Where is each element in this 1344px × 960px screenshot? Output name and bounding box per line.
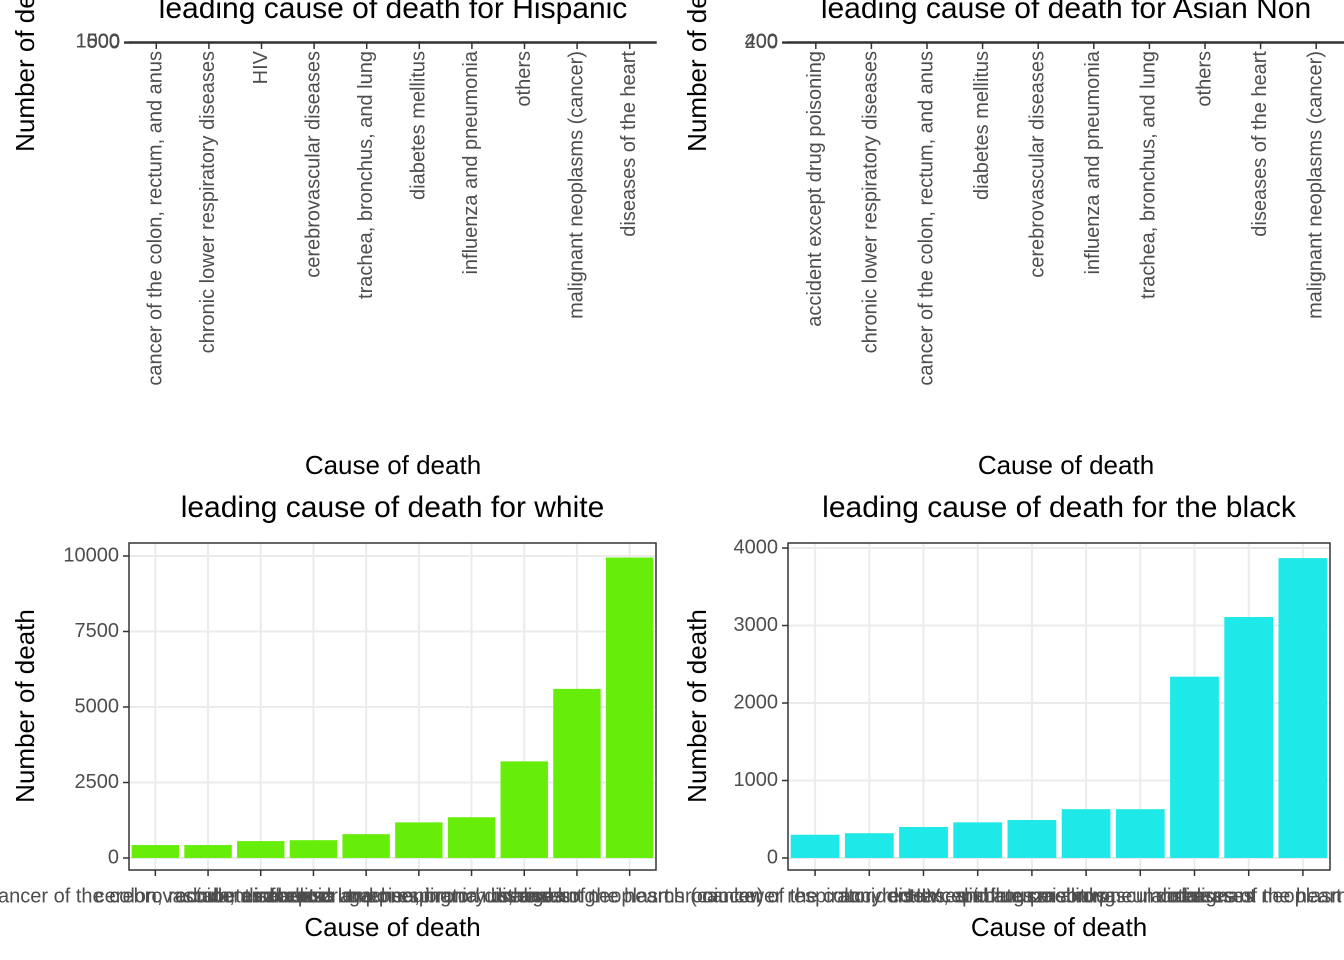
x-tick-label: influenza and pneumonia bbox=[460, 50, 482, 274]
y-tick-label: 0 bbox=[767, 846, 778, 868]
x-tick-label: accident except drug poisoning bbox=[840, 885, 1116, 907]
x-tick-label: chronic lower respiratory diseases bbox=[197, 51, 219, 353]
x-tick-label: diabetes mellitus bbox=[971, 51, 993, 200]
x-tick-label: influenza and pneumonia bbox=[254, 885, 478, 907]
x-tick-label: malignant neoplasms (cancer) bbox=[496, 885, 764, 907]
y-tick-label: 500 bbox=[87, 31, 120, 53]
x-tick-label: chronic lower respiratory diseases bbox=[664, 885, 966, 907]
chart-title: leading cause of death for Asian Non bbox=[821, 0, 1311, 25]
y-tick-label: 4000 bbox=[734, 536, 779, 558]
bar bbox=[342, 834, 390, 859]
x-tick-label: malignant neoplasms (cancer) bbox=[565, 51, 587, 319]
x-tick-label: accident except drug poisoning bbox=[804, 51, 826, 327]
x-axis-title: Cause of death bbox=[971, 912, 1147, 942]
y-tick-label: 5000 bbox=[75, 695, 120, 717]
x-tick-label: malignant neoplasms (cancer) bbox=[1169, 885, 1344, 907]
bar bbox=[395, 822, 443, 859]
bar bbox=[447, 817, 496, 859]
x-tick-label: trachea, bronchus, and lung bbox=[348, 885, 596, 907]
y-tick-label: 7500 bbox=[75, 620, 120, 642]
x-tick-label: diabetes mellitus bbox=[408, 51, 430, 200]
bar bbox=[500, 761, 548, 859]
x-tick-label: others bbox=[513, 51, 535, 107]
panel-border bbox=[787, 41, 1344, 44]
x-tick-label: diabetes mellitus bbox=[186, 885, 335, 907]
x-tick-label: cancer of the colon, rectum, and anus bbox=[145, 51, 167, 386]
bar bbox=[605, 557, 654, 859]
x-tick-label: HIV bbox=[250, 50, 272, 84]
x-tick-label: others bbox=[1167, 885, 1223, 907]
x-tick-label: cerebrovascular diseases bbox=[1026, 51, 1048, 278]
y-tick-label: 2500 bbox=[75, 771, 120, 793]
x-tick-label: diseases of the heart bbox=[1156, 885, 1342, 907]
y-axis-title: Number of death bbox=[10, 0, 40, 152]
x-tick-label: cerebrovascular diseases bbox=[302, 51, 324, 278]
bar bbox=[1224, 617, 1274, 858]
chart-title: leading cause of death for white bbox=[181, 491, 605, 524]
y-tick-label: 1000 bbox=[76, 31, 121, 53]
x-tick-label: chronic lower respiratory diseases bbox=[268, 885, 570, 907]
bar bbox=[237, 841, 285, 859]
x-tick-label: cancer of the colon, rectum, and anus bbox=[702, 885, 1037, 907]
bar bbox=[1061, 809, 1111, 858]
x-tick-label: trachea, bronchus, and lung bbox=[355, 51, 377, 299]
x-tick-label: diabetes mellitus bbox=[957, 885, 1106, 907]
bar bbox=[553, 688, 601, 859]
y-axis-title: Number of death bbox=[682, 609, 712, 803]
x-tick-label: HIV bbox=[907, 885, 941, 907]
panel-border bbox=[128, 542, 657, 871]
x-tick-label: cancer of the colon, rectum, and anus bbox=[0, 885, 323, 907]
x-tick-label: chronic lower respiratory diseases bbox=[860, 51, 882, 353]
y-tick-label: 0 bbox=[108, 846, 119, 868]
x-tick-label: others bbox=[496, 885, 552, 907]
x-axis-title: Cause of death bbox=[304, 912, 480, 942]
bar bbox=[1007, 820, 1057, 858]
bar bbox=[844, 833, 894, 858]
y-axis-title: Number of death bbox=[682, 0, 712, 152]
y-tick-label: 400 bbox=[745, 30, 778, 52]
chart-title: leading cause of death for the black bbox=[822, 491, 1297, 524]
x-tick-label: trachea, bronchus, and lung bbox=[1138, 51, 1160, 299]
bar bbox=[899, 826, 948, 858]
x-tick-label: cerebrovascular diseases bbox=[95, 885, 322, 907]
x-tick-label: cerebrovascular diseases bbox=[1027, 885, 1254, 907]
y-tick-label: 10000 bbox=[63, 544, 119, 566]
y-tick-label: 0 bbox=[767, 31, 778, 53]
bar bbox=[790, 834, 840, 858]
x-tick-label: diseases of the heart bbox=[1249, 51, 1271, 237]
y-tick-label: 0 bbox=[109, 31, 120, 53]
x-tick-label: influenza and pneumonia bbox=[1082, 50, 1104, 274]
panel-border bbox=[129, 41, 657, 44]
x-tick-label: cancer of the colon, rectum, and anus bbox=[915, 51, 937, 386]
y-tick-label: 1500 bbox=[76, 30, 121, 52]
bar bbox=[289, 840, 338, 859]
panel-border bbox=[787, 542, 1331, 871]
x-tick-label: influenza and pneumonia bbox=[974, 885, 1198, 907]
bar bbox=[1278, 558, 1328, 858]
bar bbox=[184, 845, 232, 859]
y-tick-label: 2000 bbox=[734, 691, 779, 713]
x-tick-label: accident except drug poisoning bbox=[176, 885, 452, 907]
x-tick-label: diseases of the heart bbox=[618, 51, 640, 237]
chart-title: leading cause of death for Hispanic bbox=[159, 0, 628, 25]
bar bbox=[953, 822, 1003, 858]
x-tick-label: malignant neoplasms (cancer) bbox=[1304, 51, 1326, 319]
bar bbox=[131, 845, 180, 859]
y-tick-label: 3000 bbox=[734, 614, 779, 636]
x-axis-title: Cause of death bbox=[305, 450, 481, 480]
x-tick-label: others bbox=[1193, 51, 1215, 107]
x-axis-title: Cause of death bbox=[978, 450, 1154, 480]
y-tick-label: 200 bbox=[745, 31, 778, 53]
x-tick-label: diseases of the heart bbox=[484, 885, 670, 907]
y-tick-label: 1000 bbox=[734, 769, 779, 791]
bar bbox=[1170, 676, 1219, 858]
y-axis-title: Number of death bbox=[10, 609, 40, 803]
bar bbox=[1115, 809, 1165, 858]
